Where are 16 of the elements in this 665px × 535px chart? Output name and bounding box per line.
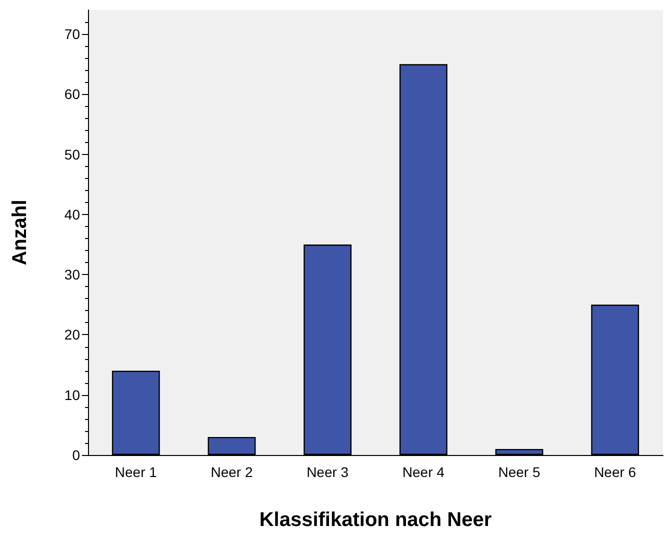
x-tick-label: Neer 4 bbox=[402, 464, 445, 480]
y-tick-label: 0 bbox=[72, 447, 80, 463]
x-tick-label: Neer 3 bbox=[306, 464, 349, 480]
y-tick-label: 20 bbox=[64, 326, 80, 343]
y-tick-label: 30 bbox=[64, 266, 80, 283]
x-tick-label: Neer 6 bbox=[594, 464, 636, 480]
y-tick-label: 60 bbox=[64, 86, 80, 102]
x-tick-label: Neer 5 bbox=[498, 464, 540, 480]
y-tick-label: 70 bbox=[64, 26, 80, 42]
x-tick-label: Neer 2 bbox=[210, 464, 253, 480]
x-axis-title: Klassifikation nach Neer bbox=[259, 509, 492, 531]
y-tick-label: 40 bbox=[64, 206, 80, 222]
y-axis-title: Anzahl bbox=[9, 200, 31, 266]
y-tick-label: 10 bbox=[64, 386, 80, 403]
x-tick-label: Neer 1 bbox=[114, 464, 158, 480]
y-tick-label: 50 bbox=[64, 146, 80, 162]
